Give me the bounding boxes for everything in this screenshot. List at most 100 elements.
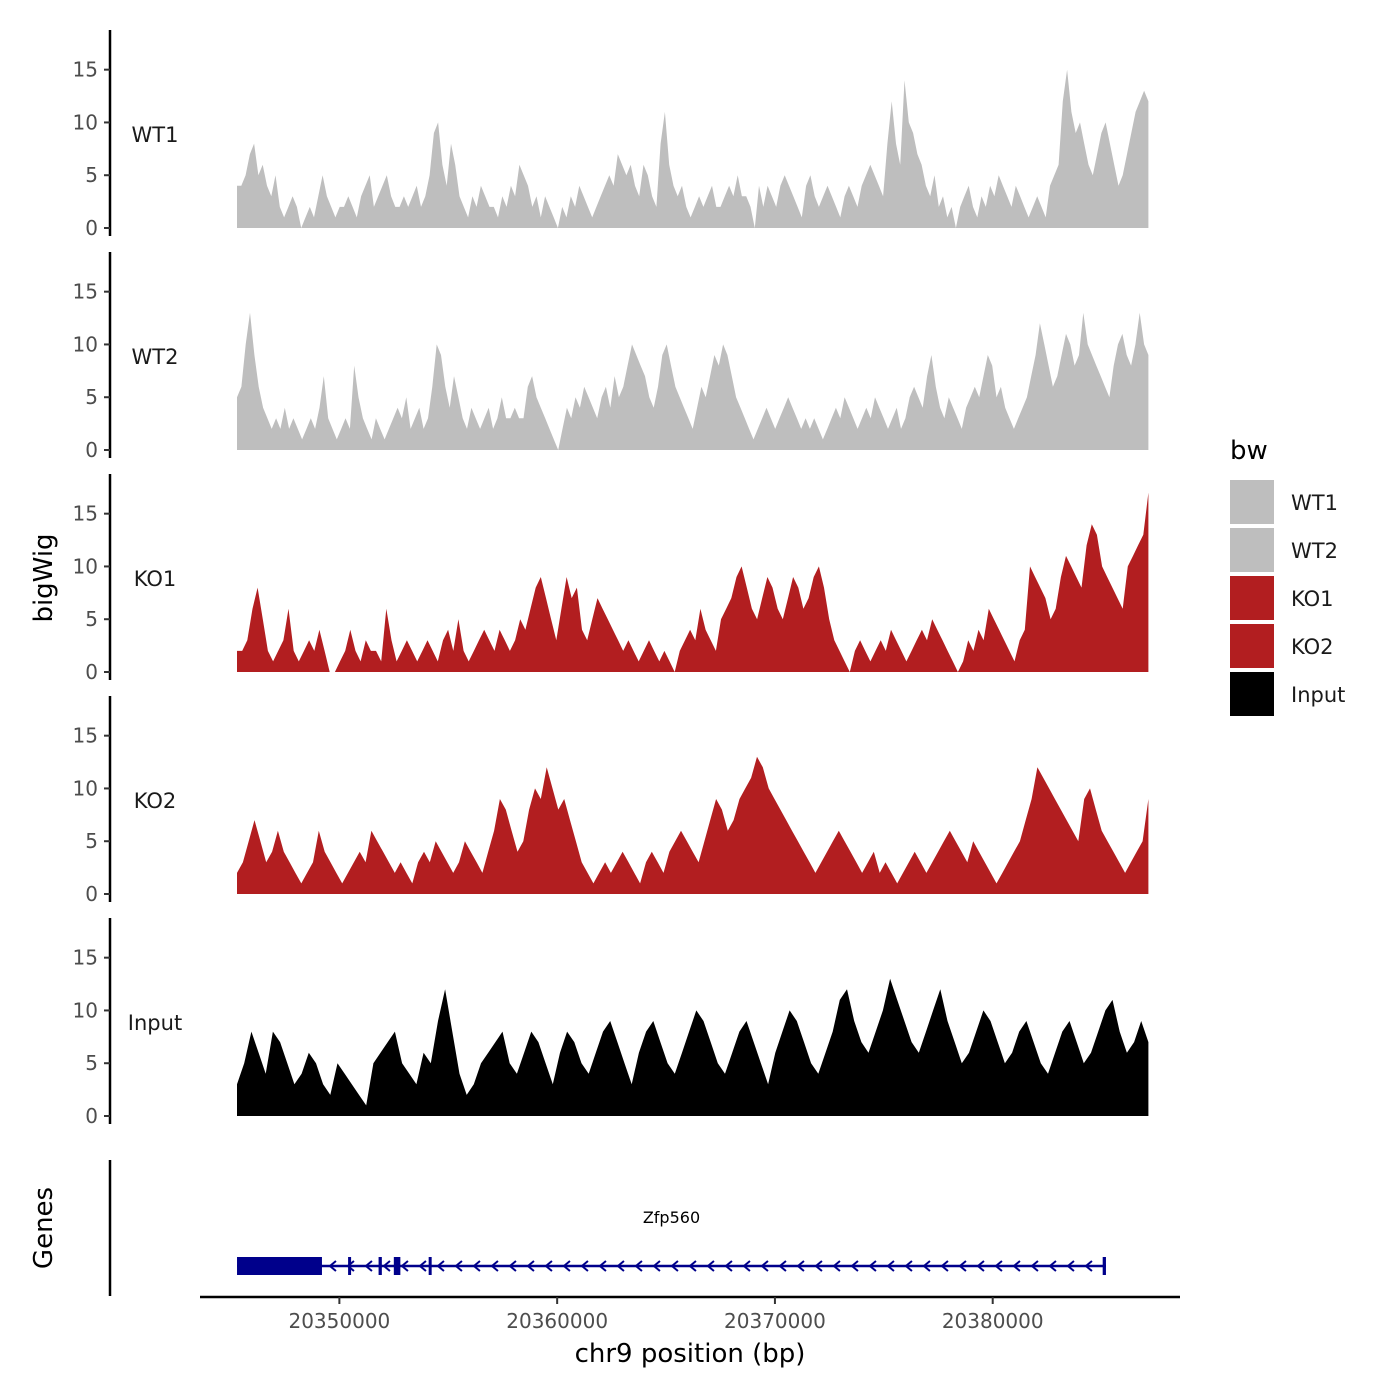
strand-arrow (706, 1260, 715, 1272)
track-panel-ko2: 0 5 10 15 KO2 (73, 696, 1149, 906)
area-series-wt2 (237, 312, 1149, 450)
genes-axis-title: Genes (29, 1187, 59, 1269)
y-tick-label: 10 (73, 998, 98, 1022)
legend-label-input: Input (1291, 683, 1345, 707)
strand-arrow (1066, 1260, 1075, 1272)
y-tick-label: 15 (73, 724, 98, 748)
legend-label-ko2: KO2 (1291, 635, 1334, 659)
y-tick-label: 10 (73, 776, 98, 800)
area-series-ko1 (237, 492, 1149, 672)
y-tick-label: 10 (73, 110, 98, 134)
gene-exon (1102, 1257, 1106, 1275)
strand-arrow (454, 1260, 463, 1272)
strand-arrow (958, 1260, 967, 1272)
y-tick-label: 0 (85, 438, 98, 462)
strand-arrow (634, 1260, 643, 1272)
y-tick-label: 10 (73, 332, 98, 356)
strand-arrow (976, 1260, 985, 1272)
x-axis: 20350000 20360000 20370000 20380000 (200, 1295, 1180, 1333)
strand-arrow (886, 1260, 895, 1272)
legend-key-wt1 (1230, 480, 1274, 524)
y-tick-label: 15 (73, 58, 98, 82)
x-tick-label: 20360000 (506, 1309, 608, 1333)
strand-arrow (652, 1260, 661, 1272)
track-label-ko2: KO2 (134, 789, 177, 813)
track-label-ko1: KO1 (134, 567, 177, 591)
gene-exon (428, 1257, 432, 1275)
track-panel-input: 0 5 10 15 Input (73, 918, 1149, 1128)
strand-arrow (688, 1260, 697, 1272)
strand-arrow (436, 1260, 445, 1272)
legend-label-wt2: WT2 (1291, 539, 1338, 563)
strand-arrow (364, 1260, 373, 1272)
strand-arrow (814, 1260, 823, 1272)
x-tick-label: 20370000 (724, 1309, 826, 1333)
area-series-wt1 (237, 69, 1149, 228)
y-tick-label: 5 (85, 829, 98, 853)
strand-arrow (1084, 1260, 1093, 1272)
strand-arrow (328, 1260, 337, 1272)
legend-label-wt1: WT1 (1291, 491, 1338, 515)
strand-arrow (778, 1260, 787, 1272)
y-tick-label: 15 (73, 502, 98, 526)
y-tick-label: 5 (85, 385, 98, 409)
y-tick-label: 15 (73, 946, 98, 970)
area-series-ko2 (237, 756, 1149, 894)
strand-arrow (346, 1260, 355, 1272)
strand-arrow (904, 1260, 913, 1272)
legend: bw WT1 WT2 KO1 KO2 Input (1230, 436, 1345, 716)
y-axis-title: bigWig (29, 533, 59, 622)
strand-arrow (940, 1260, 949, 1272)
legend-title: bw (1230, 436, 1268, 466)
strand-arrow (526, 1260, 535, 1272)
y-tick-label: 5 (85, 163, 98, 187)
strand-arrow (1012, 1260, 1021, 1272)
y-tick-label: 0 (85, 216, 98, 240)
strand-arrow (382, 1260, 391, 1272)
strand-arrow (868, 1260, 877, 1272)
x-tick-label: 20350000 (288, 1309, 390, 1333)
strand-arrow (724, 1260, 733, 1272)
strand-arrow (1048, 1260, 1057, 1272)
strand-arrow (850, 1260, 859, 1272)
track-label-wt1: WT1 (132, 123, 179, 147)
strand-arrow (742, 1260, 751, 1272)
track-label-input: Input (128, 1011, 182, 1035)
strand-arrow (562, 1260, 571, 1272)
y-tick-label: 15 (73, 280, 98, 304)
legend-label-ko1: KO1 (1291, 587, 1334, 611)
track-panel-wt1: 0 5 10 15 WT1 (73, 30, 1149, 240)
strand-arrow (418, 1260, 427, 1272)
gene-label: Zfp560 (643, 1208, 700, 1227)
x-tick-label: 20380000 (942, 1309, 1044, 1333)
strand-arrow (760, 1260, 769, 1272)
strand-arrow (796, 1260, 805, 1272)
x-axis-title: chr9 position (bp) (575, 1339, 806, 1369)
track-panel-ko1: 0 5 10 15 KO1 (73, 474, 1149, 684)
strand-arrow (490, 1260, 499, 1272)
legend-key-wt2 (1230, 528, 1274, 572)
strand-arrow (994, 1260, 1003, 1272)
y-tick-label: 10 (73, 554, 98, 578)
y-tick-label: 0 (85, 882, 98, 906)
genes-panel: Zfp560 (108, 1160, 1106, 1296)
strand-arrow (598, 1260, 607, 1272)
gene-exon (378, 1257, 382, 1275)
strand-arrow (616, 1260, 625, 1272)
gene-exon (348, 1257, 352, 1275)
gene-exon (237, 1257, 322, 1275)
y-tick-label: 0 (85, 660, 98, 684)
strand-arrow (1030, 1260, 1039, 1272)
legend-key-input (1230, 672, 1274, 716)
strand-arrow (832, 1260, 841, 1272)
strand-arrow (580, 1260, 589, 1272)
strand-arrow (670, 1260, 679, 1272)
strand-arrow (400, 1260, 409, 1272)
gene-model: Zfp560 (237, 1208, 1106, 1275)
strand-arrow (922, 1260, 931, 1272)
track-panel-wt2: 0 5 10 15 WT2 (73, 252, 1149, 462)
area-series-input (237, 978, 1149, 1116)
strand-arrow (508, 1260, 517, 1272)
strand-arrow (544, 1260, 553, 1272)
